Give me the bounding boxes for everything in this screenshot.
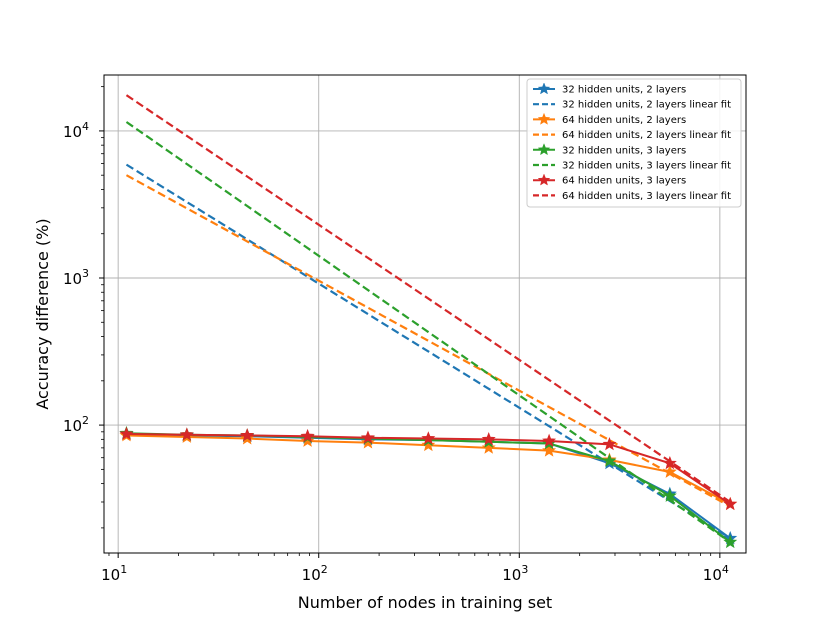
data-point	[723, 496, 738, 511]
data-point	[300, 428, 315, 443]
legend: 32 hidden units, 2 layers 32 hidden units…	[526, 78, 742, 208]
data-point	[300, 433, 315, 447]
data-point	[421, 431, 436, 445]
x-tick-label: 101	[101, 563, 127, 584]
data-point	[179, 427, 194, 441]
data-point	[723, 534, 738, 549]
legend-entry-label: 64 hidden units, 3 layers	[562, 176, 686, 187]
data-point	[542, 433, 557, 447]
data-point	[481, 440, 496, 454]
data-point	[662, 488, 677, 502]
y-tick-label: 103	[63, 267, 89, 288]
legend-marker	[537, 112, 551, 125]
series-line	[126, 432, 731, 543]
data-point	[360, 430, 375, 444]
series-line	[126, 432, 731, 540]
legend-entry-label: 32 hidden units, 3 layers linear fit	[562, 161, 731, 172]
legend-box	[526, 78, 742, 208]
fit-line	[125, 163, 731, 540]
fit-line	[125, 94, 731, 503]
legend-marker	[537, 173, 551, 186]
data-point	[119, 426, 134, 440]
legend-marker	[537, 82, 551, 95]
plot-frame	[103, 74, 747, 554]
y-tick-label: 102	[63, 414, 89, 435]
x-tick-label: 103	[502, 563, 528, 584]
legend-entry-label: 64 hidden units, 2 layers	[562, 115, 686, 126]
data-point	[662, 464, 677, 478]
legend-entry-label: 32 hidden units, 3 layers	[562, 145, 686, 156]
data-point	[240, 428, 255, 442]
data-point	[542, 443, 557, 457]
x-tick-label: 102	[302, 563, 328, 584]
y-tick-label: 104	[63, 120, 89, 141]
ticks: 101 102 103 104 102 103 104	[63, 86, 729, 584]
y-axis-label: Accuracy difference (%)	[33, 218, 52, 409]
legend-entry-label: 32 hidden units, 2 layers	[562, 85, 686, 96]
legend-marker	[537, 143, 551, 156]
legend-entry-label: 32 hidden units, 2 layers linear fit	[562, 100, 731, 111]
data-point	[421, 437, 436, 452]
data-point	[602, 453, 617, 467]
x-axis-label: Number of nodes in training set	[298, 593, 552, 612]
data-point	[360, 435, 375, 449]
legend-entry-label: 64 hidden units, 2 layers linear fit	[562, 130, 731, 141]
x-tick-label: 104	[703, 563, 729, 584]
data-point	[602, 436, 617, 451]
legend-entry-label: 64 hidden units, 3 layers linear fit	[562, 191, 731, 202]
fit-line	[125, 174, 731, 508]
data-point	[481, 432, 496, 446]
data-point	[662, 455, 677, 470]
data-series	[119, 425, 738, 549]
